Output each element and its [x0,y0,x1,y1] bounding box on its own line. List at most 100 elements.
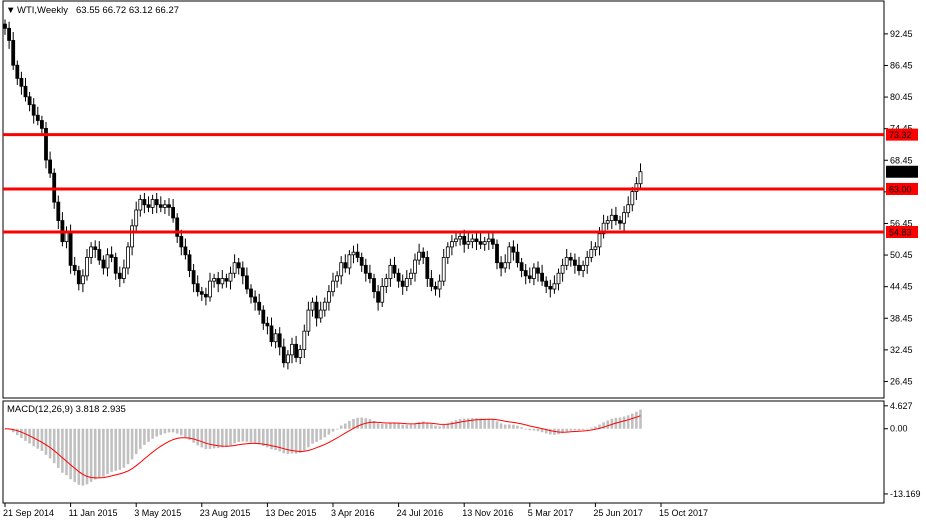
candle-body [433,285,438,290]
macd-bar [81,428,85,486]
macd-bar [479,418,482,429]
candle-body [507,246,512,264]
candle-body [187,254,192,272]
macd-bar [274,428,277,451]
dropdown-arrow-icon[interactable]: ▼ [6,5,15,16]
candle-body [261,309,266,324]
macd-bar [122,428,126,468]
candle-body [23,85,28,98]
candle-body [400,280,405,287]
macd-bar [573,428,577,431]
macd-bar [438,426,441,429]
macd-bar [171,428,175,433]
price-tick-label: 86.45 [890,60,913,70]
candle-body [269,325,274,343]
macd-bar [200,428,204,448]
macd-bar [376,423,380,429]
macd-bar [483,418,486,429]
candle-body [626,204,631,214]
candle-body [306,309,311,332]
candle-body [318,309,323,319]
candle-body [589,249,594,258]
candle-body [331,280,335,293]
candle-body [302,330,307,350]
macd-bar [327,428,331,435]
macd-bar [73,428,76,483]
price-axis: 92.4586.4580.4574.4568.4562.4556.4550.45… [884,29,913,386]
price-tick-label: 26.45 [890,376,913,386]
time-tick-label: 13 Nov 2016 [462,508,513,518]
macd-bar [475,418,478,429]
candle-body [564,257,569,266]
macd-bar [323,428,327,438]
macd-bar [319,428,322,440]
candle-body [384,278,389,287]
macd-bar [241,428,245,442]
macd-bar [175,428,179,434]
macd-bar [98,428,101,478]
macd-bar [151,428,154,439]
candle-body [40,120,44,129]
candle-body [363,264,368,274]
price-tick-label: 50.45 [890,250,913,260]
macd-bar [315,428,318,442]
candle-body [490,238,495,245]
price-tick-label: 80.45 [890,92,913,102]
level-lines: 73.32 63.00 54.83 66.27 [3,128,918,238]
candle-body [355,251,360,258]
macd-bar [221,428,224,448]
macd-bar [467,418,470,429]
macd-bar [532,428,536,431]
candle-body [482,241,487,245]
candle-body [499,262,504,269]
candle-body [470,238,475,243]
candle-body [35,114,40,121]
candle-body [93,246,98,250]
candle-body [199,291,204,295]
macd-bar [208,428,212,449]
macd-bar [360,417,363,429]
macd-signal-polyline [4,415,641,479]
macd-bar [114,428,117,471]
candle-body [232,262,237,274]
candle-body [605,220,610,224]
macd-tick-label: -13.169 [890,489,921,499]
level-price-tag [886,128,918,141]
candle-body [134,209,139,227]
macd-bar [57,428,60,468]
candle-body [48,159,52,174]
candle-body [335,275,340,282]
macd-bar [339,425,343,429]
macd-bar [487,418,491,429]
macd-bar [491,419,495,429]
candle-body [171,206,176,219]
candle-body [216,278,221,285]
macd-bar [294,428,298,454]
price-tick-label: 56.45 [890,218,913,228]
macd-bar [118,428,122,470]
macd-bar [249,428,253,443]
candle-body [622,212,626,224]
macd-bar [77,428,81,485]
macd-bar [602,422,605,429]
candle-body [408,272,413,279]
candle-body [618,220,622,224]
candle-body [240,267,245,277]
candle-body [380,285,385,303]
candle-body [458,235,463,240]
candle-body [76,270,81,285]
macd-bar [311,428,314,444]
macd-bar [393,423,396,429]
macd-bar [585,428,589,430]
time-tick-label: 23 Aug 2015 [200,508,251,518]
candle-body [466,241,471,245]
candle-body [441,257,446,282]
macd-bar [233,428,236,444]
macd-bar [155,428,158,437]
candle-body [577,264,581,272]
macd-bar [93,428,97,480]
macd-bar [139,428,142,449]
candle-body [109,254,114,258]
macd-bar [348,420,351,429]
macd-bar [421,421,425,429]
